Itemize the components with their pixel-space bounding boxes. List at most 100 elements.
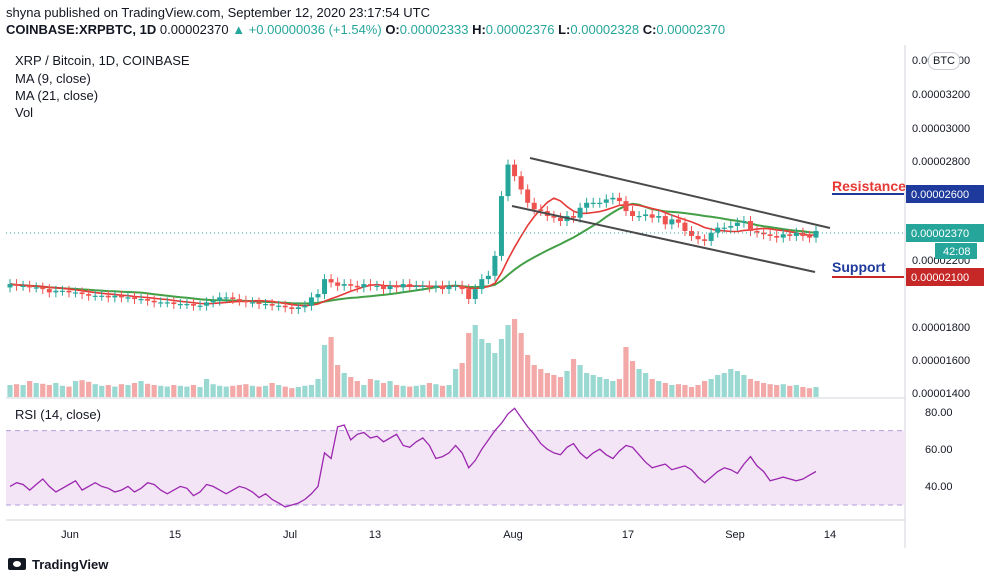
volume-bar	[20, 385, 26, 397]
volume-legend[interactable]: Vol	[15, 105, 34, 120]
open-value: 0.00002333	[399, 22, 469, 37]
candle-body	[407, 284, 413, 286]
volume-bar	[623, 347, 629, 397]
ma21-legend[interactable]: MA (21, close)	[15, 88, 99, 103]
rsi-tick-label: 80.00	[925, 407, 953, 419]
candle-body	[512, 164, 518, 177]
candle-body	[643, 214, 649, 217]
volume-bar	[145, 383, 151, 397]
currency-badge[interactable]: BTC	[928, 52, 960, 70]
candle-body	[688, 230, 694, 236]
volume-bar	[643, 373, 649, 397]
volume-bar	[387, 381, 393, 397]
candle-body	[597, 202, 603, 204]
volume-bar	[426, 383, 432, 397]
rsi-legend[interactable]: RSI (14, close)	[15, 407, 101, 422]
candle-body	[649, 214, 655, 218]
volume-bar	[394, 385, 400, 397]
candle-body	[767, 234, 773, 236]
price-tick-label: 0.00003000	[912, 123, 970, 135]
volume-bar	[33, 383, 39, 397]
volume-bar	[531, 365, 537, 397]
volume-bar	[354, 381, 360, 397]
volume-bar	[105, 385, 111, 397]
volume-bar	[151, 385, 157, 397]
candle-body	[472, 289, 478, 300]
volume-bar	[721, 373, 727, 397]
candle-body	[295, 307, 301, 309]
price-tick-label: 0.00001600	[912, 355, 970, 367]
volume-bar	[400, 385, 406, 397]
candle-body	[387, 285, 393, 290]
candle-body	[787, 234, 793, 236]
candle-body	[518, 176, 524, 190]
tradingview-logo[interactable]: TradingView	[8, 557, 108, 572]
volume-bar	[479, 339, 485, 397]
volume-bar	[760, 383, 767, 397]
volume-bar	[158, 385, 164, 397]
candle-body	[322, 279, 328, 295]
ma9-legend[interactable]: MA (9, close)	[15, 71, 91, 86]
candle-body	[184, 304, 190, 306]
volume-bar	[262, 385, 269, 397]
volume-bar	[616, 379, 623, 397]
price-change: +0.00000036 (+1.54%)	[248, 22, 382, 37]
volume-bar	[754, 381, 760, 397]
channel-upper-line	[529, 157, 831, 229]
volume-bar	[551, 375, 557, 397]
candle-body	[603, 199, 609, 203]
candle-body	[525, 189, 531, 203]
last-price-tag: 0.00002370	[911, 228, 969, 240]
candle-body	[498, 196, 504, 256]
volume-bar	[610, 381, 616, 397]
volume-bar	[728, 369, 734, 397]
high-label: H:	[472, 22, 486, 37]
high-value: 0.00002376	[485, 22, 555, 37]
candle-body	[721, 227, 727, 229]
candle-body	[381, 285, 387, 290]
volume-bar	[171, 385, 177, 397]
volume-bar	[210, 384, 216, 397]
candle-body	[223, 297, 229, 299]
rsi-band	[6, 430, 905, 505]
candle-body	[374, 285, 380, 287]
candle-body	[335, 282, 341, 286]
candle-body	[551, 216, 557, 218]
volume-bar	[184, 386, 190, 397]
candle-body	[361, 284, 367, 288]
candle-body	[774, 235, 780, 238]
volume-bar	[308, 385, 315, 397]
volume-bar	[603, 379, 609, 397]
support-price-tag-bg	[906, 268, 984, 286]
volume-bar	[485, 343, 491, 397]
volume-bar	[806, 388, 813, 397]
time-tick-label: 14	[824, 529, 836, 541]
candle-body	[439, 285, 445, 290]
volume-bar	[420, 385, 426, 397]
candle-body	[479, 279, 485, 290]
candle-body	[426, 285, 432, 288]
volume-bar	[348, 377, 354, 397]
candle-body	[341, 284, 347, 286]
candle-body	[538, 209, 544, 212]
candle-body	[433, 285, 439, 288]
volume-bar	[734, 371, 740, 397]
candle-body	[394, 285, 400, 288]
low-label: L:	[558, 22, 571, 37]
volume-bar	[629, 361, 636, 397]
volume-bar	[413, 385, 419, 397]
close-value: 0.00002370	[656, 22, 726, 37]
candle-body	[728, 226, 734, 228]
candle-body	[112, 295, 118, 298]
candle-body	[571, 216, 577, 218]
candle-body	[675, 219, 681, 223]
candle-body	[780, 234, 786, 238]
candle-body	[348, 284, 354, 286]
volume-bar	[564, 371, 570, 397]
time-tick-label: Jul	[283, 529, 297, 541]
volume-bar	[282, 386, 288, 397]
candle-body	[485, 275, 491, 280]
candle-body	[269, 304, 275, 306]
candle-body	[610, 197, 616, 200]
